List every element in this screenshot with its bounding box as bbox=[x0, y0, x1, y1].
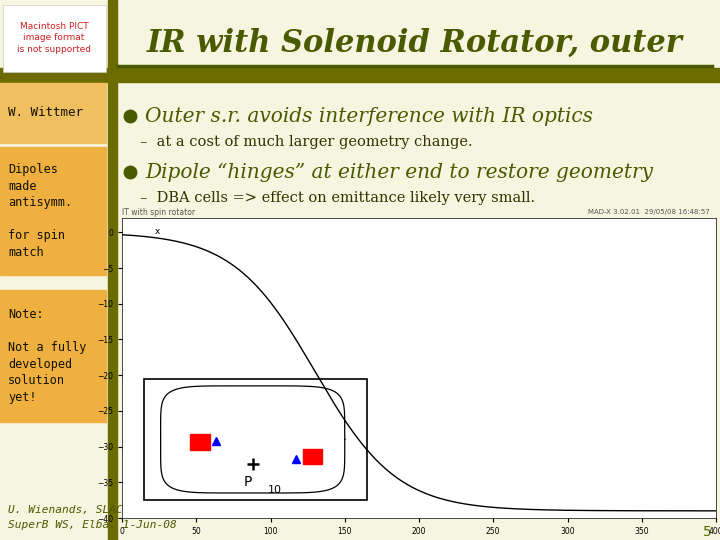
Text: IR with Solenoid Rotator, outer: IR with Solenoid Rotator, outer bbox=[147, 28, 683, 58]
Text: 5: 5 bbox=[703, 525, 712, 539]
Text: Macintosh PICT
image format
is not supported: Macintosh PICT image format is not suppo… bbox=[17, 22, 91, 53]
Text: W. Wittmer: W. Wittmer bbox=[8, 105, 83, 118]
Bar bbox=[108, 0, 117, 540]
Text: Note:

Not a fully
developed
solution
yet!: Note: Not a fully developed solution yet… bbox=[8, 308, 86, 404]
Bar bbox=[0, 83, 106, 143]
Bar bbox=[0, 68, 720, 82]
Bar bbox=[190, 434, 210, 450]
Text: x: x bbox=[155, 227, 160, 236]
Bar bbox=[0, 147, 106, 275]
Bar bbox=[3, 5, 106, 72]
Text: MAD-X 3.02.01  29/05/08 16:48:57: MAD-X 3.02.01 29/05/08 16:48:57 bbox=[588, 209, 710, 215]
Text: U. Wienands, SLAC-ASD: U. Wienands, SLAC-ASD bbox=[8, 505, 150, 515]
Bar bbox=[0, 290, 106, 422]
Text: Dipole “hinges” at either end to restore geometry: Dipole “hinges” at either end to restore… bbox=[145, 163, 653, 181]
Text: IT with spin rotator: IT with spin rotator bbox=[122, 208, 195, 217]
Bar bbox=[144, 379, 367, 500]
Text: –  DBA cells => effect on emittance likely very small.: – DBA cells => effect on emittance likel… bbox=[140, 191, 535, 205]
Text: Dipoles
made
antisymm.

for spin
match: Dipoles made antisymm. for spin match bbox=[8, 163, 72, 259]
Text: –  at a cost of much larger geometry change.: – at a cost of much larger geometry chan… bbox=[140, 135, 472, 149]
Bar bbox=[303, 449, 323, 464]
Text: P: P bbox=[244, 475, 252, 489]
Text: 10: 10 bbox=[268, 485, 282, 495]
Text: SuperB WS, Elba, 1-Jun-08: SuperB WS, Elba, 1-Jun-08 bbox=[8, 520, 176, 530]
Text: Outer s.r. avoids interference with IR optics: Outer s.r. avoids interference with IR o… bbox=[145, 106, 593, 125]
